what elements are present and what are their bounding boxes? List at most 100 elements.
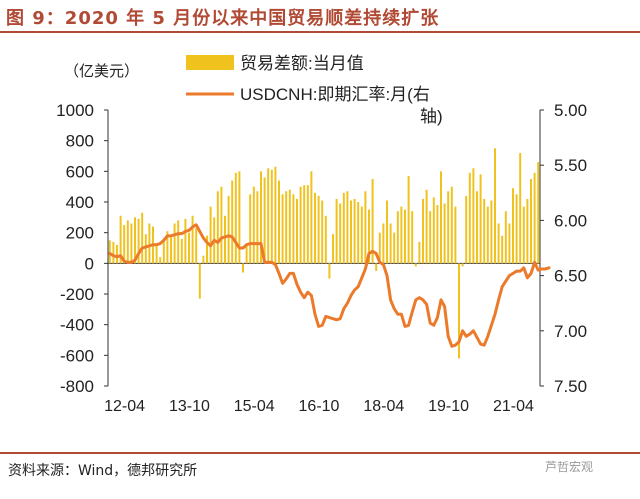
trade-balance-bar (454, 206, 457, 264)
trade-balance-bar (180, 238, 183, 264)
x-tick-label: 16-10 (299, 398, 340, 415)
trade-balance-bar (116, 244, 118, 264)
trade-balance-bar (184, 218, 187, 264)
trade-balance-bar (296, 198, 298, 264)
trade-balance-bar (270, 169, 273, 264)
left-axis-unit: （亿美元） (64, 63, 139, 80)
trade-balance-bar (501, 235, 504, 264)
trade-balance-bar (432, 197, 435, 264)
legend-line-label-part1: USDCNH:即期汇率:月(右 (240, 85, 430, 104)
trade-balance-bar (238, 171, 241, 264)
trade-balance-bar (252, 186, 255, 264)
trade-balance-bar (411, 211, 414, 264)
trade-balance-bar (321, 200, 324, 264)
trade-balance-bar (159, 257, 162, 264)
left-tick-label: 600 (66, 162, 94, 181)
trade-balance-bar (188, 232, 190, 264)
trade-balance-bar (285, 191, 288, 264)
left-tick-label: -400 (60, 316, 94, 335)
trade-balance-bar (533, 172, 536, 264)
trade-balance-bar (371, 179, 374, 264)
trade-balance-bar (299, 186, 302, 264)
trade-balance-bar (447, 191, 450, 264)
trade-balance-bar (155, 244, 158, 264)
trade-balance-bar (112, 241, 115, 264)
legend-bar-swatch (186, 55, 234, 70)
left-tick-label: -200 (60, 285, 94, 304)
trade-balance-bar (479, 174, 482, 264)
trade-balance-bar (177, 220, 180, 264)
trade-balance-bar (191, 215, 194, 264)
left-tick-label: -600 (60, 346, 94, 365)
trade-balance-bar (375, 263, 378, 271)
trade-balance-bar (324, 215, 327, 264)
trade-balance-bar (414, 263, 417, 267)
trade-balance-bar (357, 202, 360, 264)
trade-balance-bar (224, 215, 226, 264)
trade-balance-bar (472, 168, 475, 264)
legend-line-label-part2: 轴) (420, 107, 443, 126)
trade-balance-bar (436, 205, 439, 264)
trade-balance-bar (162, 238, 165, 264)
trade-balance-bar (141, 212, 144, 264)
trade-balance-bar (173, 223, 176, 264)
trade-balance-bar (206, 235, 208, 264)
legend-line-label: USDCNH:即期汇率:月(右 轴) (240, 85, 443, 126)
right-tick-label: 7.00 (554, 322, 587, 341)
trade-balance-bar (306, 185, 309, 264)
trade-balance-bar (486, 206, 489, 264)
trade-balance-bar (429, 211, 432, 264)
trade-balance-bar (249, 194, 252, 264)
x-tick-label: 12-04 (104, 398, 145, 415)
right-tick-label: 5.50 (554, 156, 587, 175)
trade-balance-bar (126, 220, 129, 264)
trade-balance-bar (483, 198, 486, 264)
trade-balance-bar (119, 215, 122, 264)
x-tick-label: 18-04 (363, 398, 404, 415)
trade-balance-bar (339, 203, 342, 264)
trade-balance-bar (490, 200, 493, 264)
chart-axes: 1000 800 600 400 200 0 -200 -400 -600 -800 5.00 5.5… (56, 101, 587, 415)
trade-balance-bar (504, 211, 507, 264)
trade-balance-bar (220, 186, 223, 264)
x-tick-label: 21-04 (493, 398, 534, 415)
trade-balance-bar (231, 180, 234, 264)
trade-balance-bar (292, 194, 295, 264)
trade-balance-bar (382, 223, 385, 264)
trade-balance-bar (274, 166, 277, 264)
trade-balance-chart: 贸易差额:当月值 USDCNH:即期汇率:月(右 轴) （亿美元） 1000 80… (56, 54, 587, 415)
trade-balance-bar (389, 223, 392, 264)
trade-balance-bar (458, 263, 460, 359)
trade-balance-bar (227, 195, 230, 264)
trade-balance-bar (512, 188, 514, 264)
trade-balance-bar (328, 263, 331, 279)
trade-balance-bar (522, 206, 525, 264)
title-rule (0, 31, 640, 33)
trade-balance-bar (465, 195, 468, 264)
trade-balance-bar (537, 162, 540, 264)
usdcnh-line (108, 223, 551, 348)
trade-balance-bar (242, 263, 244, 273)
trade-balance-bar (108, 240, 111, 264)
legend-bar-label: 贸易差额:当月值 (240, 54, 364, 73)
trade-balance-bar (288, 189, 291, 264)
bar-series (108, 148, 540, 359)
trade-balance-bar (440, 171, 442, 264)
left-tick-label: 400 (66, 193, 94, 212)
trade-balance-bar (346, 191, 349, 264)
trade-balance-bar (267, 168, 270, 264)
trade-balance-bar (461, 263, 464, 267)
trade-balance-bar (494, 148, 496, 264)
trade-balance-bar (317, 195, 320, 264)
x-tick-label: 19-10 (428, 398, 469, 415)
trade-balance-bar (245, 244, 248, 264)
trade-balance-bar (234, 172, 237, 264)
trade-balance-bar (530, 179, 532, 264)
trade-balance-bar (476, 191, 478, 264)
footer-rule (0, 452, 640, 454)
trade-balance-bar (422, 198, 424, 264)
trade-balance-bar (364, 191, 367, 264)
trade-balance-bar (350, 200, 352, 264)
watermark: 芦哲宏观 (545, 460, 594, 474)
trade-balance-bar (148, 223, 151, 264)
